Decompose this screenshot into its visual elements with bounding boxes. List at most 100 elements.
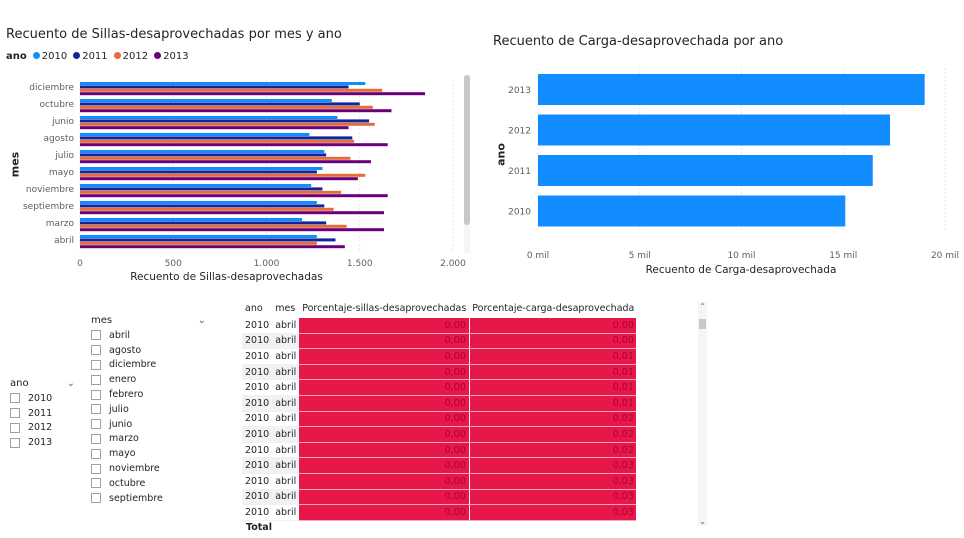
legend-item[interactable]: 2010 xyxy=(32,51,68,62)
y-category-label: marzo xyxy=(46,219,75,229)
table-cell: 0,00 xyxy=(299,333,470,350)
slicer-item[interactable]: 2010 xyxy=(10,391,75,406)
bar xyxy=(80,204,325,208)
checkbox[interactable] xyxy=(91,493,101,504)
x-tick-label: 2.000 xyxy=(440,259,466,269)
slicer-item[interactable]: febrero xyxy=(91,387,206,402)
checkbox[interactable] xyxy=(91,463,101,474)
legend-dot-icon xyxy=(73,52,81,59)
legend-item[interactable]: 2013 xyxy=(154,51,189,62)
matrix-scrollbar[interactable]: ⌃ ⌄ xyxy=(698,302,707,526)
table-cell: 0,00 xyxy=(299,379,470,396)
table-cell: 0,00 xyxy=(299,318,470,334)
table-cell: 0,00 xyxy=(299,348,470,365)
checkbox[interactable] xyxy=(10,422,20,433)
checkbox[interactable] xyxy=(91,330,101,341)
slicer-item-label: septiembre xyxy=(109,492,163,504)
chart2-svg: 0 mil 5 mil 10 mil 15 mil 20 mil Recuento de … xyxy=(508,68,959,276)
bar xyxy=(80,160,371,164)
slicer-item[interactable]: julio xyxy=(91,402,206,417)
table-cell: 0,00 xyxy=(299,504,470,521)
legend-label: 2011 xyxy=(82,51,108,62)
y-category-label: 2012 xyxy=(508,127,531,137)
bar xyxy=(80,211,384,215)
table-row: 2010 abril 0,00 0,01 xyxy=(242,379,636,396)
bar xyxy=(80,92,426,96)
table-cell: 0,03 xyxy=(469,473,636,490)
legend-item[interactable]: 2011 xyxy=(73,51,108,62)
table-cell: abril xyxy=(272,489,300,506)
slicer-item[interactable]: octubre xyxy=(91,476,206,491)
bar xyxy=(80,156,351,160)
matrix-header-row: ano mes Porcentaje-sillas-desaprovechadas P… xyxy=(242,298,636,318)
scroll-down-icon[interactable]: ⌄ xyxy=(699,517,706,526)
table-row: 2010 abril 0,00 0,03 xyxy=(242,489,636,506)
chevron-down-icon[interactable]: ⌄ xyxy=(66,377,75,389)
checkbox[interactable] xyxy=(91,448,101,459)
slicer-item[interactable]: enero xyxy=(91,372,206,387)
slicer-item-label: marzo xyxy=(109,433,139,445)
chart1-scrollbar[interactable] xyxy=(464,75,470,253)
slicer-item[interactable]: 2011 xyxy=(10,406,75,421)
checkbox[interactable] xyxy=(10,437,20,448)
slicer-item[interactable]: mayo xyxy=(91,446,206,461)
bar xyxy=(80,133,310,136)
y-category-label: agosto xyxy=(44,134,75,144)
column-header[interactable]: Porcentaje-carga-desaprovechada xyxy=(472,302,635,314)
legend-item[interactable]: 2012 xyxy=(113,51,148,62)
chevron-down-icon[interactable]: ⌄ xyxy=(197,314,206,326)
checkbox[interactable] xyxy=(91,419,101,430)
matrix-scroll-thumb[interactable] xyxy=(699,319,706,329)
checkbox[interactable] xyxy=(91,359,101,370)
slicer-item[interactable]: junio xyxy=(91,417,206,432)
slicer-item[interactable]: 2013 xyxy=(10,435,75,450)
table-cell: 0,00 xyxy=(469,333,636,350)
bar xyxy=(80,167,323,170)
slicer-item[interactable]: abril xyxy=(91,328,206,343)
checkbox[interactable] xyxy=(10,408,20,419)
chart1-scroll-thumb[interactable] xyxy=(464,75,470,225)
slicer-item-label: diciembre xyxy=(109,359,157,371)
slicer-mes-title: mes xyxy=(91,314,113,326)
table-cell: abril xyxy=(272,348,300,365)
column-header[interactable]: mes xyxy=(275,302,296,314)
checkbox[interactable] xyxy=(10,393,20,404)
matrix-total-label: Total xyxy=(246,522,272,533)
checkbox[interactable] xyxy=(91,374,101,385)
slicer-item-label: junio xyxy=(109,418,133,430)
slicer-item[interactable]: marzo xyxy=(91,432,206,447)
table-cell: 0,02 xyxy=(469,411,636,428)
slicer-item-label: abril xyxy=(109,329,131,341)
x-tick-label: 10 mil xyxy=(727,251,755,261)
checkbox[interactable] xyxy=(91,404,101,415)
slicer-item[interactable]: 2012 xyxy=(10,421,75,436)
y-category-label: 2010 xyxy=(508,208,531,218)
table-row: 2010 abril 0,00 0,03 xyxy=(242,457,636,474)
table-row: 2010 abril 0,00 0,03 xyxy=(242,504,636,521)
table-cell: 2010 xyxy=(242,504,273,521)
legend-label: 2010 xyxy=(41,51,68,62)
checkbox[interactable] xyxy=(91,433,101,444)
table-row: 2010 abril 0,00 0,01 xyxy=(242,348,636,365)
scroll-up-icon[interactable]: ⌃ xyxy=(699,302,706,311)
checkbox[interactable] xyxy=(91,345,101,356)
table-cell: abril xyxy=(272,426,300,443)
column-header[interactable]: Porcentaje-sillas-desaprovechadas xyxy=(302,302,467,314)
checkbox[interactable] xyxy=(91,478,101,489)
column-header[interactable]: ano xyxy=(245,302,263,314)
table-cell: abril xyxy=(272,411,300,428)
slicer-item[interactable]: noviembre xyxy=(91,461,206,476)
bar xyxy=(80,85,349,89)
x-tick-label: 0 mil xyxy=(527,251,549,261)
slicer-item[interactable]: agosto xyxy=(91,343,206,358)
bar xyxy=(80,150,325,153)
table-row: 2010 abril 0,00 0,00 xyxy=(242,333,636,350)
bar xyxy=(80,187,323,191)
slicer-item[interactable]: septiembre xyxy=(91,491,206,506)
checkbox[interactable] xyxy=(91,389,101,400)
slicer-ano-title: ano xyxy=(10,377,29,389)
legend-dot-icon xyxy=(113,52,121,59)
table-cell: 2010 xyxy=(242,318,273,334)
slicer-item[interactable]: diciembre xyxy=(91,358,206,373)
bar xyxy=(80,170,317,174)
